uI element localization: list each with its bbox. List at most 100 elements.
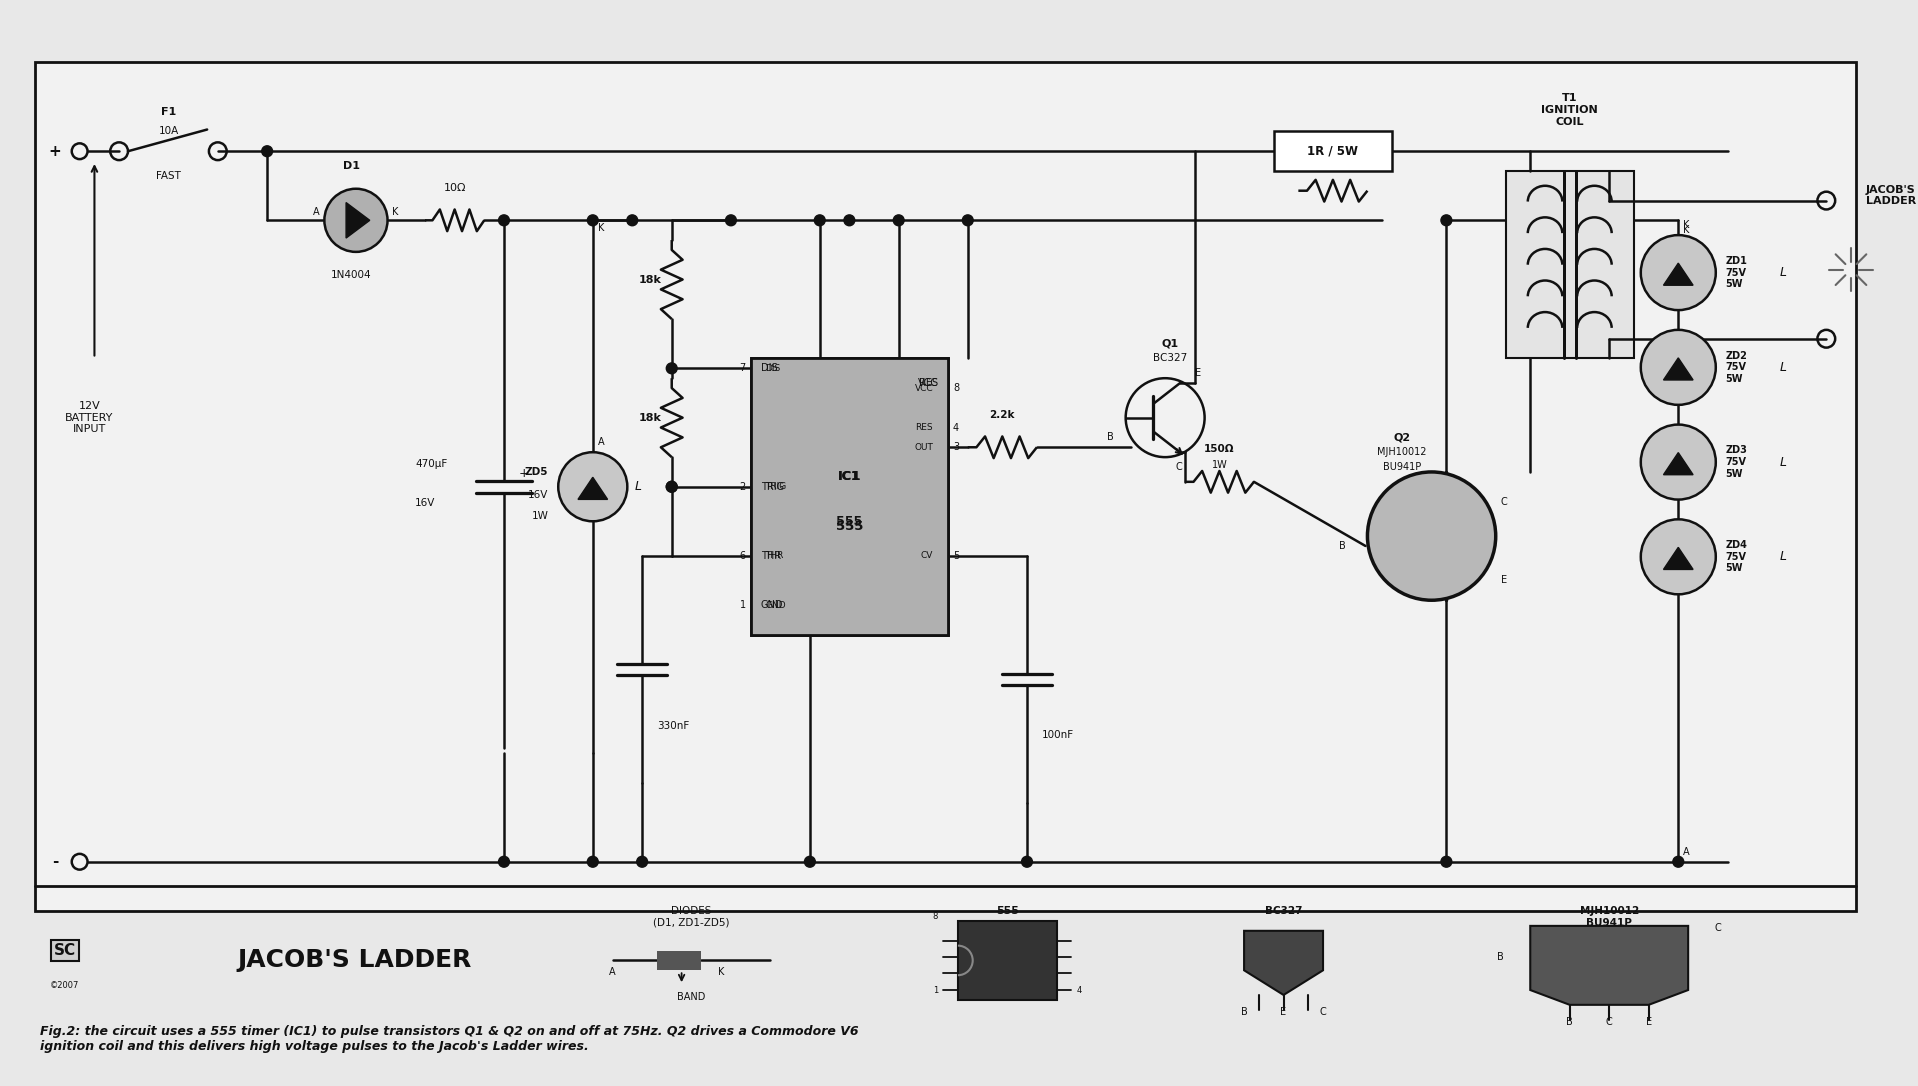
Bar — [750, 358, 947, 635]
Text: OUT: OUT — [915, 443, 934, 452]
Text: F1: F1 — [161, 106, 176, 116]
Text: BC327: BC327 — [1264, 906, 1302, 917]
Text: MJH10012
BU941P: MJH10012 BU941P — [1580, 906, 1638, 927]
Text: 1R / 5W: 1R / 5W — [1308, 144, 1358, 157]
Text: T1
IGNITION
COIL: T1 IGNITION COIL — [1542, 93, 1598, 127]
Circle shape — [1640, 519, 1717, 594]
Text: D1: D1 — [343, 161, 359, 171]
Text: K: K — [1684, 220, 1690, 230]
Text: 1W: 1W — [531, 512, 549, 521]
Text: CV: CV — [921, 552, 934, 560]
Text: A: A — [598, 438, 604, 447]
Text: JACOB'S
LADDER: JACOB'S LADDER — [1866, 185, 1916, 206]
Text: THR: THR — [761, 551, 781, 560]
Text: K: K — [717, 968, 725, 977]
Text: 6: 6 — [740, 551, 746, 560]
Text: 12V
BATTERY
INPUT: 12V BATTERY INPUT — [65, 401, 113, 434]
Circle shape — [804, 857, 815, 867]
Text: VCC: VCC — [919, 378, 938, 388]
Text: GND: GND — [761, 601, 783, 610]
Text: 10A: 10A — [159, 126, 178, 137]
Circle shape — [1368, 472, 1496, 601]
Circle shape — [666, 363, 677, 374]
Text: 1W: 1W — [1212, 460, 1228, 470]
Circle shape — [1022, 857, 1032, 867]
Text: E: E — [1281, 1007, 1287, 1016]
Text: 16V: 16V — [414, 498, 435, 508]
Polygon shape — [1663, 263, 1694, 286]
Text: 8: 8 — [953, 383, 959, 393]
Text: JACOB'S LADDER: JACOB'S LADDER — [238, 948, 472, 972]
Text: THR: THR — [765, 552, 784, 560]
Text: VCC: VCC — [915, 383, 934, 392]
Text: TRIG: TRIG — [765, 482, 786, 491]
Text: C: C — [1715, 923, 1720, 933]
Text: K: K — [393, 207, 399, 217]
Circle shape — [324, 189, 387, 252]
Text: DIS: DIS — [761, 364, 777, 374]
Polygon shape — [1663, 453, 1694, 475]
Text: RES: RES — [915, 424, 934, 432]
Text: 8: 8 — [932, 911, 938, 921]
Text: 150Ω: 150Ω — [1205, 444, 1235, 454]
Circle shape — [1640, 330, 1717, 405]
Text: 1N4004: 1N4004 — [330, 269, 372, 280]
Text: 2: 2 — [740, 482, 746, 492]
Text: 18k: 18k — [639, 275, 662, 285]
Text: +: + — [518, 467, 529, 480]
Text: 5: 5 — [953, 551, 959, 560]
Circle shape — [666, 481, 677, 492]
Text: 330nF: 330nF — [658, 720, 689, 731]
Text: 470µF: 470µF — [414, 459, 447, 469]
Text: SC: SC — [54, 943, 77, 958]
Text: -: - — [52, 855, 58, 869]
Text: ©2007: ©2007 — [50, 981, 79, 989]
Text: ZD3
75V
5W: ZD3 75V 5W — [1726, 445, 1747, 479]
Text: 16V: 16V — [527, 490, 549, 500]
Text: DIS: DIS — [765, 364, 781, 372]
Circle shape — [627, 215, 637, 226]
Circle shape — [499, 215, 510, 226]
Text: Fig.2: the circuit uses a 555 timer (IC1) to pulse transistors Q1 & Q2 on and of: Fig.2: the circuit uses a 555 timer (IC1… — [40, 1024, 859, 1052]
FancyBboxPatch shape — [1274, 131, 1392, 171]
Text: 3: 3 — [953, 442, 959, 452]
Text: C: C — [1605, 1016, 1613, 1026]
Text: C: C — [1320, 1007, 1327, 1016]
Text: 4: 4 — [953, 422, 959, 432]
Text: C: C — [1500, 496, 1508, 506]
Text: ZD4
75V
5W: ZD4 75V 5W — [1726, 540, 1747, 573]
Text: IC1: IC1 — [838, 470, 861, 483]
Circle shape — [815, 215, 825, 226]
Text: L: L — [635, 480, 641, 493]
Circle shape — [558, 452, 627, 521]
Text: MJH10012: MJH10012 — [1377, 447, 1427, 457]
Text: E: E — [1500, 576, 1508, 585]
Text: BU941P: BU941P — [1383, 462, 1421, 472]
Text: B: B — [1498, 952, 1504, 962]
Circle shape — [499, 857, 510, 867]
Text: RES: RES — [919, 378, 938, 388]
Text: A: A — [313, 207, 320, 217]
Text: L: L — [1780, 266, 1788, 279]
Text: ZD5: ZD5 — [526, 467, 549, 477]
Polygon shape — [1531, 926, 1688, 1005]
Circle shape — [261, 146, 272, 156]
Text: 10Ω: 10Ω — [443, 182, 466, 192]
Text: B: B — [1241, 1007, 1247, 1016]
Bar — [658, 950, 702, 970]
Text: K: K — [598, 224, 604, 233]
Text: C: C — [1176, 462, 1181, 472]
Text: DIODES
(D1, ZD1-ZD5): DIODES (D1, ZD1-ZD5) — [654, 906, 729, 927]
Text: L: L — [1780, 456, 1788, 468]
Circle shape — [587, 215, 598, 226]
Text: K: K — [1684, 225, 1690, 236]
Text: 1: 1 — [740, 601, 746, 610]
Text: 1: 1 — [932, 985, 938, 995]
Text: 2.2k: 2.2k — [990, 409, 1015, 419]
Polygon shape — [1663, 547, 1694, 569]
Polygon shape — [577, 477, 608, 500]
Bar — [957, 921, 1057, 1000]
Text: Q2: Q2 — [1392, 432, 1410, 442]
Circle shape — [1440, 857, 1452, 867]
Text: A: A — [1684, 847, 1690, 857]
